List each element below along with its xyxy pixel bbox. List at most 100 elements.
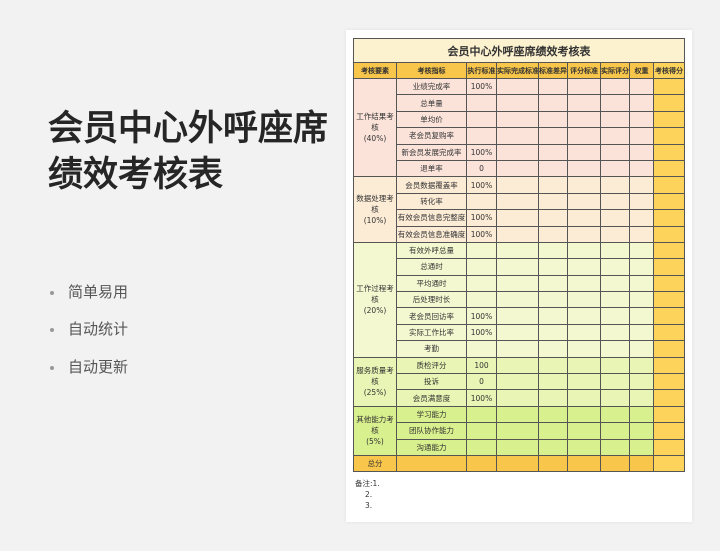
indicator-cell[interactable]: 有效外呼总量	[396, 241, 467, 260]
empty-cell[interactable]	[496, 340, 539, 358]
empty-cell[interactable]	[496, 225, 539, 243]
category-cell[interactable]: 工作结果考核 (40%)	[353, 77, 397, 178]
empty-cell[interactable]	[629, 340, 654, 358]
total-cell[interactable]	[396, 454, 467, 473]
indicator-cell[interactable]: 会员满意度	[396, 389, 467, 407]
standard-cell[interactable]: 100%	[466, 176, 497, 194]
empty-cell[interactable]	[567, 94, 601, 112]
empty-cell[interactable]	[496, 209, 539, 227]
indicator-cell[interactable]: 后处理时长	[396, 291, 467, 309]
empty-cell[interactable]	[629, 438, 654, 456]
empty-cell[interactable]	[629, 192, 654, 211]
indicator-cell[interactable]: 总单量	[396, 94, 467, 112]
empty-cell[interactable]	[600, 405, 630, 424]
empty-cell[interactable]	[629, 274, 654, 293]
empty-cell[interactable]	[629, 77, 654, 96]
empty-cell[interactable]	[538, 274, 568, 293]
empty-cell[interactable]	[629, 209, 654, 227]
empty-cell[interactable]	[538, 405, 568, 424]
empty-cell[interactable]	[600, 94, 630, 112]
empty-cell[interactable]	[538, 127, 568, 145]
score-cell[interactable]	[653, 323, 685, 342]
standard-cell[interactable]	[466, 291, 497, 309]
empty-cell[interactable]	[567, 143, 601, 161]
empty-cell[interactable]	[600, 373, 630, 391]
empty-cell[interactable]	[629, 389, 654, 407]
score-cell[interactable]	[653, 405, 685, 424]
score-cell[interactable]	[653, 127, 685, 145]
empty-cell[interactable]	[567, 176, 601, 194]
empty-cell[interactable]	[629, 225, 654, 243]
score-cell[interactable]	[653, 225, 685, 243]
empty-cell[interactable]	[496, 94, 539, 112]
standard-cell[interactable]	[466, 405, 497, 424]
empty-cell[interactable]	[567, 438, 601, 456]
total-score-cell[interactable]	[653, 454, 685, 473]
total-cell[interactable]	[629, 454, 654, 473]
indicator-cell[interactable]: 学习能力	[396, 405, 467, 424]
empty-cell[interactable]	[629, 422, 654, 440]
empty-cell[interactable]	[496, 159, 539, 178]
empty-cell[interactable]	[629, 356, 654, 375]
empty-cell[interactable]	[538, 438, 568, 456]
empty-cell[interactable]	[496, 356, 539, 375]
empty-cell[interactable]	[496, 241, 539, 260]
total-cell[interactable]	[466, 454, 497, 473]
score-cell[interactable]	[653, 159, 685, 178]
empty-cell[interactable]	[567, 389, 601, 407]
indicator-cell[interactable]: 新会员发展完成率	[396, 143, 467, 161]
empty-cell[interactable]	[567, 340, 601, 358]
empty-cell[interactable]	[629, 307, 654, 325]
empty-cell[interactable]	[567, 274, 601, 293]
score-cell[interactable]	[653, 241, 685, 260]
empty-cell[interactable]	[496, 438, 539, 456]
empty-cell[interactable]	[629, 373, 654, 391]
empty-cell[interactable]	[496, 373, 539, 391]
standard-cell[interactable]	[466, 340, 497, 358]
indicator-cell[interactable]: 单均价	[396, 110, 467, 129]
empty-cell[interactable]	[567, 291, 601, 309]
empty-cell[interactable]	[496, 274, 539, 293]
empty-cell[interactable]	[600, 192, 630, 211]
score-cell[interactable]	[653, 110, 685, 129]
indicator-cell[interactable]: 转化率	[396, 192, 467, 211]
empty-cell[interactable]	[600, 225, 630, 243]
score-cell[interactable]	[653, 94, 685, 112]
empty-cell[interactable]	[600, 274, 630, 293]
score-cell[interactable]	[653, 192, 685, 211]
standard-cell[interactable]: 100	[466, 356, 497, 375]
indicator-cell[interactable]: 考勤	[396, 340, 467, 358]
empty-cell[interactable]	[629, 127, 654, 145]
empty-cell[interactable]	[538, 373, 568, 391]
empty-cell[interactable]	[629, 143, 654, 161]
empty-cell[interactable]	[496, 110, 539, 129]
empty-cell[interactable]	[567, 225, 601, 243]
category-cell[interactable]: 工作过程考核 (20%)	[353, 241, 397, 358]
score-cell[interactable]	[653, 291, 685, 309]
empty-cell[interactable]	[629, 110, 654, 129]
indicator-cell[interactable]: 老会员回访率	[396, 307, 467, 325]
empty-cell[interactable]	[567, 192, 601, 211]
empty-cell[interactable]	[496, 143, 539, 161]
empty-cell[interactable]	[600, 176, 630, 194]
empty-cell[interactable]	[496, 192, 539, 211]
empty-cell[interactable]	[629, 241, 654, 260]
empty-cell[interactable]	[567, 323, 601, 342]
empty-cell[interactable]	[496, 291, 539, 309]
empty-cell[interactable]	[496, 307, 539, 325]
indicator-cell[interactable]: 总通时	[396, 258, 467, 276]
empty-cell[interactable]	[567, 110, 601, 129]
standard-cell[interactable]: 100%	[466, 209, 497, 227]
empty-cell[interactable]	[567, 373, 601, 391]
standard-cell[interactable]	[466, 241, 497, 260]
score-cell[interactable]	[653, 307, 685, 325]
empty-cell[interactable]	[496, 323, 539, 342]
empty-cell[interactable]	[567, 422, 601, 440]
empty-cell[interactable]	[538, 209, 568, 227]
empty-cell[interactable]	[600, 389, 630, 407]
standard-cell[interactable]	[466, 192, 497, 211]
empty-cell[interactable]	[600, 209, 630, 227]
indicator-cell[interactable]: 有效会员信息完整度	[396, 209, 467, 227]
total-cell[interactable]	[538, 454, 568, 473]
total-cell[interactable]	[496, 454, 539, 473]
